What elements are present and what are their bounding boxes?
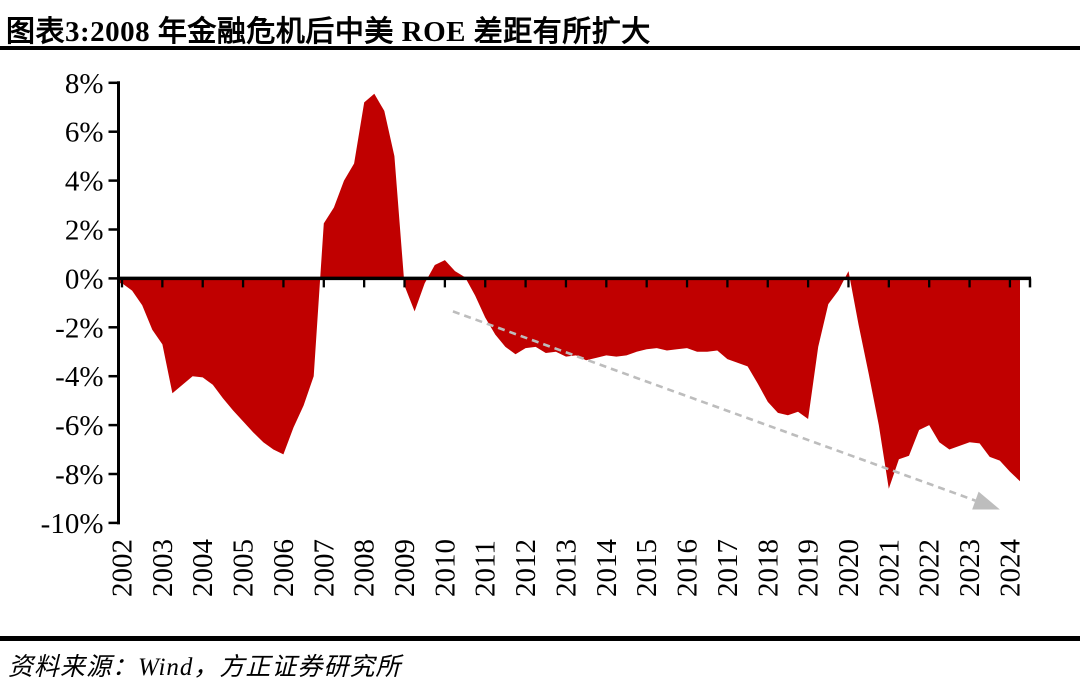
y-axis-label: 4%: [65, 166, 104, 198]
x-axis-label: 2010: [429, 539, 461, 597]
x-axis-label: 2003: [147, 539, 179, 597]
y-axis-label: -10%: [41, 508, 104, 540]
x-axis-label: 2005: [228, 539, 260, 597]
trend-arrow-line: [452, 310, 976, 502]
x-axis-label: 2020: [833, 539, 865, 597]
x-axis-label: 2004: [187, 539, 219, 598]
x-axis-label: 2002: [107, 539, 139, 597]
y-axis-label: 2%: [65, 215, 104, 247]
x-axis-label: 2009: [389, 539, 421, 597]
title-underline: [0, 46, 1080, 50]
y-axis-label: 6%: [65, 117, 104, 149]
x-axis-label: 2007: [308, 539, 340, 597]
y-axis-label: -6%: [55, 410, 103, 442]
footer-divider: [0, 636, 1080, 641]
trend-arrow-head: [972, 491, 1000, 510]
x-axis-label: 2024: [994, 539, 1026, 598]
x-axis-label: 2013: [550, 539, 582, 597]
y-axis-label: -2%: [55, 312, 103, 344]
y-axis-label: 8%: [65, 68, 104, 100]
y-axis-label: 0%: [65, 263, 104, 295]
x-axis-label: 2016: [672, 539, 704, 597]
x-axis-label: 2019: [793, 539, 825, 597]
x-axis-label: 2023: [954, 539, 986, 597]
x-axis-label: 2015: [631, 539, 663, 597]
x-axis-label: 2017: [712, 539, 744, 597]
chart-title: 图表3:2008 年金融危机后中美 ROE 差距有所扩大: [6, 16, 651, 48]
source-attribution: 资料来源：Wind，方正证券研究所: [8, 654, 402, 681]
x-axis-label: 2014: [591, 539, 623, 598]
y-axis-label: -8%: [55, 459, 103, 491]
x-axis-label: 2006: [268, 539, 300, 597]
x-axis-label: 2022: [914, 539, 946, 597]
x-axis-label: 2011: [470, 540, 502, 597]
x-axis-label: 2018: [752, 539, 784, 597]
x-axis-label: 2008: [349, 539, 381, 597]
x-axis-label: 2012: [510, 539, 542, 597]
roe-gap-area-series: [118, 93, 1020, 489]
y-axis-label: -4%: [55, 361, 103, 393]
x-axis-label: 2021: [873, 539, 905, 597]
